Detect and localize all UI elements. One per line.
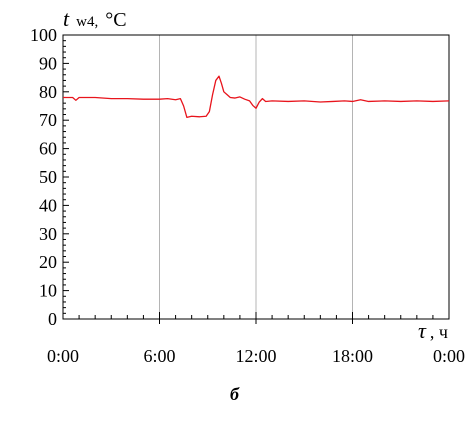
y-tick-labels: 0 10 20 30 40 50 60 70 80 90 100 xyxy=(30,25,69,329)
y-tick-label: 90 xyxy=(39,53,57,73)
x-axis-symbol: τ xyxy=(418,318,427,343)
x-axis-title: τ , ч xyxy=(418,318,448,343)
y-tick-label: 20 xyxy=(39,252,57,272)
y-axis-unit: °C xyxy=(105,9,126,31)
y-axis-subscript: w4, xyxy=(76,14,98,30)
series-layer xyxy=(63,75,450,119)
x-tick-label: 0:00 xyxy=(433,346,465,366)
y-tick-label: 10 xyxy=(39,281,57,301)
y-tick-label: 80 xyxy=(39,82,57,102)
x-tick-label: 0:00 xyxy=(47,346,79,366)
x-tick-label: 18:00 xyxy=(332,346,373,366)
y-axis-symbol: t xyxy=(63,6,70,31)
minor-ticks xyxy=(62,40,450,324)
grid-lines xyxy=(159,35,353,319)
y-tick-label: 30 xyxy=(39,224,57,244)
x-tick-label: 12:00 xyxy=(235,346,276,366)
x-tick-labels: 0:00 6:00 12:00 18:00 0:00 xyxy=(47,346,465,366)
y-tick-label: 60 xyxy=(39,139,57,159)
series-line xyxy=(63,75,450,119)
y-tick-label: 100 xyxy=(30,25,57,45)
panel-label: б xyxy=(230,384,239,404)
y-axis-title: t w4, °C xyxy=(63,6,127,31)
y-tick-label: 50 xyxy=(39,167,57,187)
x-tick-label: 6:00 xyxy=(143,346,175,366)
y-tick-label: 70 xyxy=(39,110,57,130)
y-tick-label: 0 xyxy=(48,309,57,329)
x-axis-unit: , ч xyxy=(430,322,448,342)
y-tick-label: 40 xyxy=(39,195,57,215)
